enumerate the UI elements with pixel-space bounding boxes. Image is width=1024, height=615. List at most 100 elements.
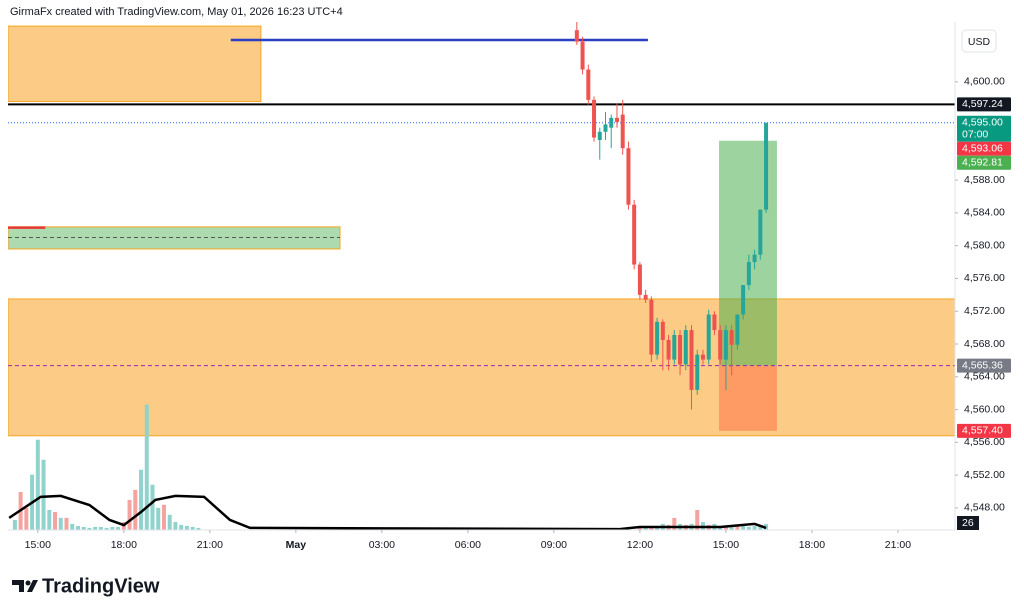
volume-bar [41, 459, 46, 530]
price-badge [957, 155, 1011, 170]
y-tick-label: 4,556.00 [964, 436, 1005, 448]
volume-bar [98, 526, 103, 530]
y-tick-label: 4,588.00 [964, 174, 1005, 186]
candle-body [700, 354, 705, 360]
plot-area [8, 22, 955, 530]
y-tick-label: 4,600.00 [964, 76, 1005, 88]
volume-bar [173, 522, 178, 530]
volume-bar [196, 527, 201, 530]
position-loss [719, 365, 777, 431]
candle-body [764, 122, 769, 210]
x-tick-label: 12:00 [627, 539, 653, 551]
volume-bar [741, 526, 746, 530]
candle-body [683, 330, 688, 365]
y-tick-label: 4,568.00 [964, 338, 1005, 350]
volume-bar [133, 489, 138, 530]
y-tick-label: 4,552.00 [964, 469, 1005, 481]
volume-bar [729, 526, 734, 530]
volume-bar [758, 526, 763, 530]
candle-body [758, 209, 763, 255]
volume-bar [93, 526, 98, 530]
candle-body [718, 330, 723, 360]
price-badge-label: 4,592.81 [962, 157, 1003, 169]
candle-body [660, 321, 665, 340]
y-tick-label: 4,564.00 [964, 371, 1005, 383]
y-tick-label: 4,560.00 [964, 403, 1005, 415]
price-badge [957, 115, 1011, 142]
candle-body [597, 131, 602, 140]
zone [8, 298, 955, 437]
volume-bar [12, 519, 17, 530]
volume-bar [752, 526, 757, 530]
candle-body [723, 330, 728, 360]
volume-bar [144, 404, 149, 530]
x-tick-label: 09:00 [541, 539, 567, 551]
price-badge [957, 97, 1011, 112]
y-tick-label: 4,548.00 [964, 502, 1005, 514]
volume-bar [127, 499, 132, 530]
price-badge-label: 4,557.40 [962, 425, 1003, 437]
x-tick-label: 15:00 [713, 539, 739, 551]
axes: 4,548.00 4,552.00 4,556.00 4,560.00 4,564.00… [25, 76, 1011, 551]
volume-bar [179, 524, 184, 530]
x-tick-label: 03:00 [369, 539, 395, 551]
price-badge [957, 423, 1011, 438]
volume-bar [167, 514, 172, 530]
volume-ma-line [8, 494, 767, 530]
x-tick-label: 18:00 [111, 539, 137, 551]
price-badge [957, 141, 1011, 156]
volume-badge-label: 26 [962, 517, 974, 529]
volume-bar [58, 517, 63, 530]
candle-body [626, 148, 631, 205]
candle-body [603, 124, 608, 132]
volume-bar [47, 509, 52, 530]
candle-body [609, 117, 614, 128]
candle-body [632, 204, 637, 265]
price-badge-countdown: 07:00 [962, 129, 988, 141]
brand-name: TradingView [42, 575, 160, 597]
volume-bar [649, 526, 654, 530]
candle-body [586, 69, 591, 100]
volume-bar [87, 527, 92, 530]
candle-body [643, 294, 648, 300]
volume-bar [104, 527, 109, 530]
candle-body [655, 321, 660, 355]
volume-bar [746, 526, 751, 530]
y-tick-label: 4,576.00 [964, 272, 1005, 284]
candle-body [580, 41, 585, 70]
candle-body [752, 254, 757, 263]
volume-bar [184, 526, 189, 530]
candle-body [637, 264, 642, 295]
volume-bar [81, 526, 86, 530]
candle-body [666, 339, 671, 360]
candle-body [746, 262, 751, 286]
logo-icon [12, 580, 38, 592]
volume-bar [723, 526, 728, 530]
x-tick-label: 18:00 [799, 539, 825, 551]
currency-label: USD [968, 36, 991, 48]
candle-body [712, 314, 717, 331]
volume-bar [53, 512, 58, 530]
brand-logo: TradingView [12, 575, 160, 597]
volume-bar [672, 517, 677, 530]
candle-body [689, 330, 694, 390]
volume-bar [637, 526, 642, 530]
candle-body [614, 117, 619, 122]
candle-body [729, 330, 734, 345]
logo-icon [25, 580, 31, 586]
volume-bar [735, 524, 740, 530]
candle-body [672, 334, 677, 360]
y-tick-label: 4,584.00 [964, 207, 1005, 219]
volume-bar [64, 517, 69, 530]
candle-body [678, 334, 683, 365]
candle-body [741, 285, 746, 315]
currency-button[interactable] [961, 29, 997, 53]
x-tick-label: 21:00 [885, 539, 911, 551]
volume-bar [190, 526, 195, 530]
candle-body [620, 114, 625, 149]
candle-body [649, 299, 654, 355]
x-tick-label: 15:00 [25, 539, 51, 551]
volume-bar [116, 526, 121, 530]
volume-bar [35, 439, 40, 530]
